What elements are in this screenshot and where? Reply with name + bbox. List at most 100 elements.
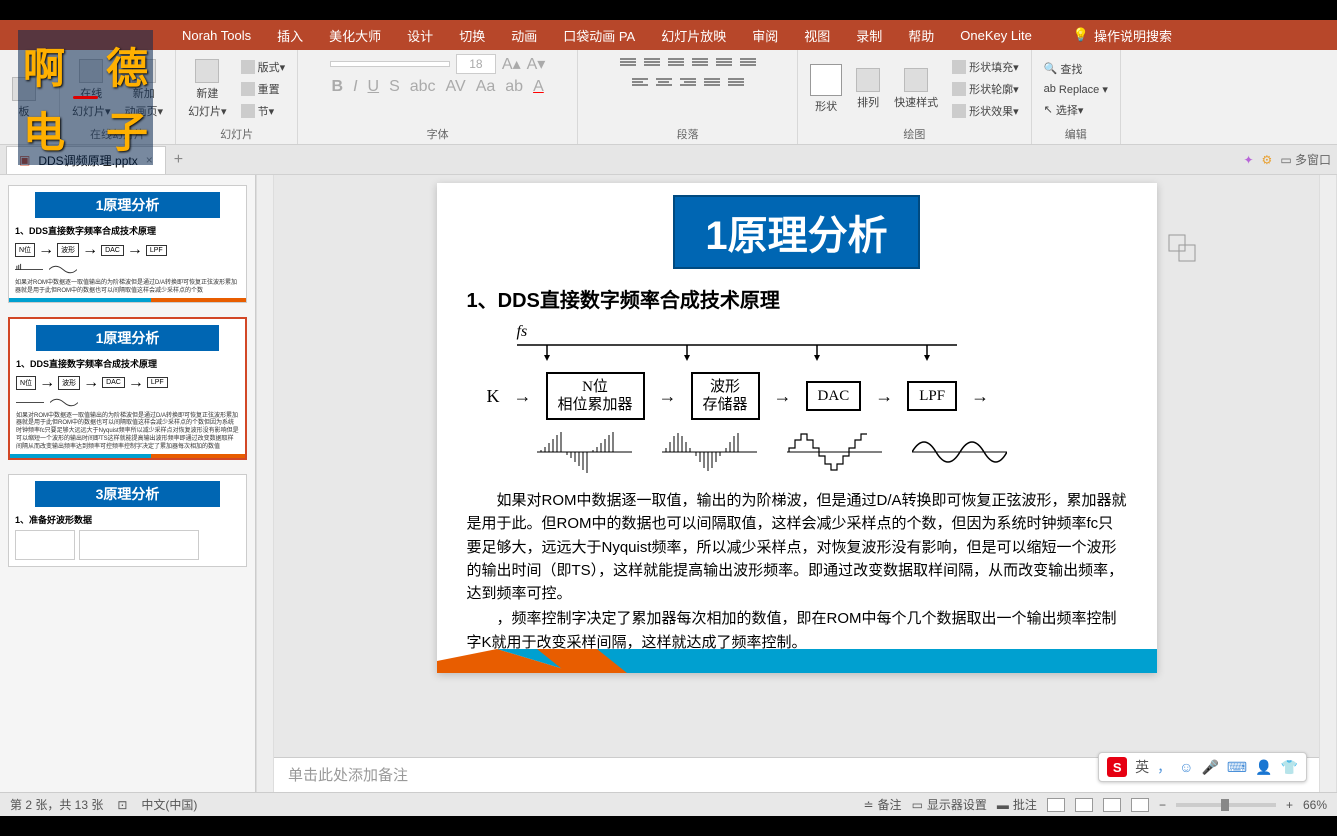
scrollbar-right[interactable] (1319, 175, 1337, 792)
slide-paragraph: 如果对ROM中数据逐一取值，输出的为阶梯波，但是通过D/A转换即可恢复正弦波形，… (467, 489, 1127, 605)
group-label: 绘图 (806, 124, 1023, 142)
diagram-block-lpf: LPF (907, 381, 957, 411)
view-sorter-button[interactable] (1075, 798, 1093, 812)
ribbon-tab[interactable]: 幻灯片放映 (649, 20, 738, 51)
view-normal-button[interactable] (1047, 798, 1065, 812)
highlight-button[interactable]: ab (505, 78, 523, 96)
slide-thumbnails-panel[interactable]: 1原理分析 1、DDS直接数字频率合成技术原理 N位→波形→DAC→LPF 如果… (0, 175, 256, 792)
ribbon-tab[interactable]: 录制 (844, 20, 894, 51)
align-center-icon[interactable] (656, 78, 672, 92)
zoom-in-button[interactable]: + (1286, 798, 1293, 812)
ime-emoji-icon[interactable]: ☺ (1179, 759, 1193, 775)
thumb-subtitle: 1、DDS直接数字频率合成技术原理 (16, 357, 239, 370)
zoom-slider[interactable] (1176, 803, 1276, 807)
strikethrough-button[interactable]: S (389, 78, 400, 96)
add-tab-button[interactable]: + (166, 147, 191, 173)
ribbon-tab[interactable]: OneKey Lite (948, 22, 1044, 49)
watermark-overlay: 啊 德 电 子 (18, 30, 153, 165)
gear-icon[interactable]: ⚙ (1262, 153, 1273, 167)
status-language[interactable]: 中文(中国) (141, 796, 197, 813)
section-button[interactable]: 节▾ (237, 101, 290, 121)
new-slide-button[interactable]: 新建幻灯片▾ (184, 57, 231, 121)
slide-body-text[interactable]: 如果对ROM中数据逐一取值，输出的为阶梯波，但是通过D/A转换即可恢复正弦波形，… (467, 489, 1127, 654)
status-comments-button[interactable]: ▬ 批注 (997, 796, 1037, 813)
ribbon-tab[interactable]: 视图 (792, 20, 842, 51)
select-button[interactable]: ↖选择▾ (1040, 100, 1112, 120)
quick-styles-button[interactable]: 快速样式 (890, 66, 942, 112)
dds-diagram[interactable]: fs K → N位 相位累加器 → (487, 323, 1107, 475)
shadow-button[interactable]: abc (410, 78, 436, 96)
increase-font-icon[interactable]: A▴ (502, 54, 521, 74)
slide-thumbnail[interactable]: 1原理分析 1、DDS直接数字频率合成技术原理 N位→波形→DAC→LPF 如果… (8, 185, 247, 303)
bold-button[interactable]: B (332, 78, 344, 96)
ime-lang-button[interactable]: 英 (1135, 757, 1149, 777)
shape-fill-button[interactable]: 形状填充▾ (948, 57, 1023, 77)
zoom-level[interactable]: 66% (1303, 798, 1327, 812)
sogou-logo-icon[interactable]: S (1107, 757, 1127, 777)
ribbon-tab[interactable]: 审阅 (740, 20, 790, 51)
ribbon-tab[interactable]: Norah Tools (170, 22, 263, 49)
thumb-subtitle: 1、DDS直接数字频率合成技术原理 (15, 224, 240, 237)
ime-toolbar[interactable]: S 英 ， ☺ 🎤 ⌨ 👤 👕 (1098, 752, 1307, 782)
thumb-title: 1原理分析 (36, 325, 219, 351)
case-button[interactable]: Aa (476, 78, 496, 96)
indent-right-icon[interactable] (692, 58, 708, 72)
numbering-icon[interactable] (644, 58, 660, 72)
font-color-button[interactable]: A (533, 78, 544, 96)
align-left-icon[interactable] (632, 78, 648, 92)
ribbon-tab[interactable]: 美化大师 (317, 20, 393, 51)
text-direction-icon[interactable] (740, 58, 756, 72)
align-right-icon[interactable] (680, 78, 696, 92)
decrease-font-icon[interactable]: A▾ (527, 54, 546, 74)
status-notes-button[interactable]: ≐ 备注 (863, 796, 901, 813)
ime-voice-icon[interactable]: 🎤 (1201, 759, 1218, 776)
slide-editor-area: 1原理分析 1、DDS直接数字频率合成技术原理 fs K (274, 175, 1319, 792)
slide-thumbnail-selected[interactable]: 1原理分析 1、DDS直接数字频率合成技术原理 N位→波形→DAC→LPF 如果… (8, 317, 247, 460)
ime-user-icon[interactable]: 👤 (1255, 759, 1272, 776)
replace-button[interactable]: abReplace ▾ (1040, 81, 1112, 98)
zoom-out-button[interactable]: − (1159, 798, 1166, 812)
status-display-button[interactable]: ▭ 显示器设置 (912, 796, 987, 813)
scrollbar[interactable] (256, 175, 274, 792)
ribbon-tell-me[interactable]: 💡 操作说明搜索 (1061, 20, 1184, 51)
columns-icon[interactable] (728, 78, 744, 92)
slide-title[interactable]: 1原理分析 (673, 195, 919, 269)
ribbon-tab[interactable]: 插入 (265, 20, 315, 51)
font-family-select[interactable] (330, 61, 450, 67)
shape-effects-button[interactable]: 形状效果▾ (948, 101, 1023, 121)
ribbon-tab[interactable]: 设计 (395, 20, 445, 51)
ime-punctuation-icon[interactable]: ， (1157, 757, 1171, 777)
justify-icon[interactable] (704, 78, 720, 92)
ribbon-tab[interactable]: 口袋动画 PA (551, 20, 647, 51)
ribbon-tab[interactable]: 动画 (499, 20, 549, 51)
ime-keyboard-icon[interactable]: ⌨ (1227, 759, 1247, 776)
ribbon-tab[interactable]: 切换 (447, 20, 497, 51)
star-icon[interactable]: ✦ (1243, 153, 1253, 167)
thumb-title: 3原理分析 (35, 481, 220, 507)
arrange-button[interactable]: 排列 (852, 66, 884, 112)
slide-content[interactable]: 1原理分析 1、DDS直接数字频率合成技术原理 fs K (437, 183, 1157, 673)
slide-canvas[interactable]: 1原理分析 1、DDS直接数字频率合成技术原理 fs K (274, 175, 1319, 757)
ribbon-group-font: 18 A▴ A▾ B I U S abc AV Aa ab A 字体 (298, 50, 578, 144)
bullets-icon[interactable] (620, 58, 636, 72)
underline-button[interactable]: U (368, 78, 380, 96)
multi-window-button[interactable]: ▭ 多窗口 (1280, 151, 1331, 168)
font-size-select[interactable]: 18 (456, 54, 496, 74)
view-slideshow-button[interactable] (1131, 798, 1149, 812)
indent-left-icon[interactable] (668, 58, 684, 72)
layout-button[interactable]: 版式▾ (237, 57, 290, 77)
find-button[interactable]: 🔍查找 (1040, 59, 1112, 79)
line-spacing-icon[interactable] (716, 58, 732, 72)
ime-skin-icon[interactable]: 👕 (1281, 759, 1298, 776)
italic-button[interactable]: I (353, 78, 357, 96)
spacing-button[interactable]: AV (446, 78, 466, 96)
ribbon-group-paragraph: 段落 (578, 50, 798, 144)
shape-outline-button[interactable]: 形状轮廓▾ (948, 79, 1023, 99)
slide-heading[interactable]: 1、DDS直接数字频率合成技术原理 (467, 284, 1127, 313)
view-reading-button[interactable] (1103, 798, 1121, 812)
shapes-button[interactable]: 形状 (806, 62, 846, 116)
slide-thumbnail[interactable]: 3原理分析 1、准备好波形数据 (8, 474, 247, 567)
status-accessibility-icon[interactable]: ⊡ (117, 798, 127, 812)
ribbon-tab[interactable]: 帮助 (896, 20, 946, 51)
reset-button[interactable]: 重置 (237, 79, 290, 99)
